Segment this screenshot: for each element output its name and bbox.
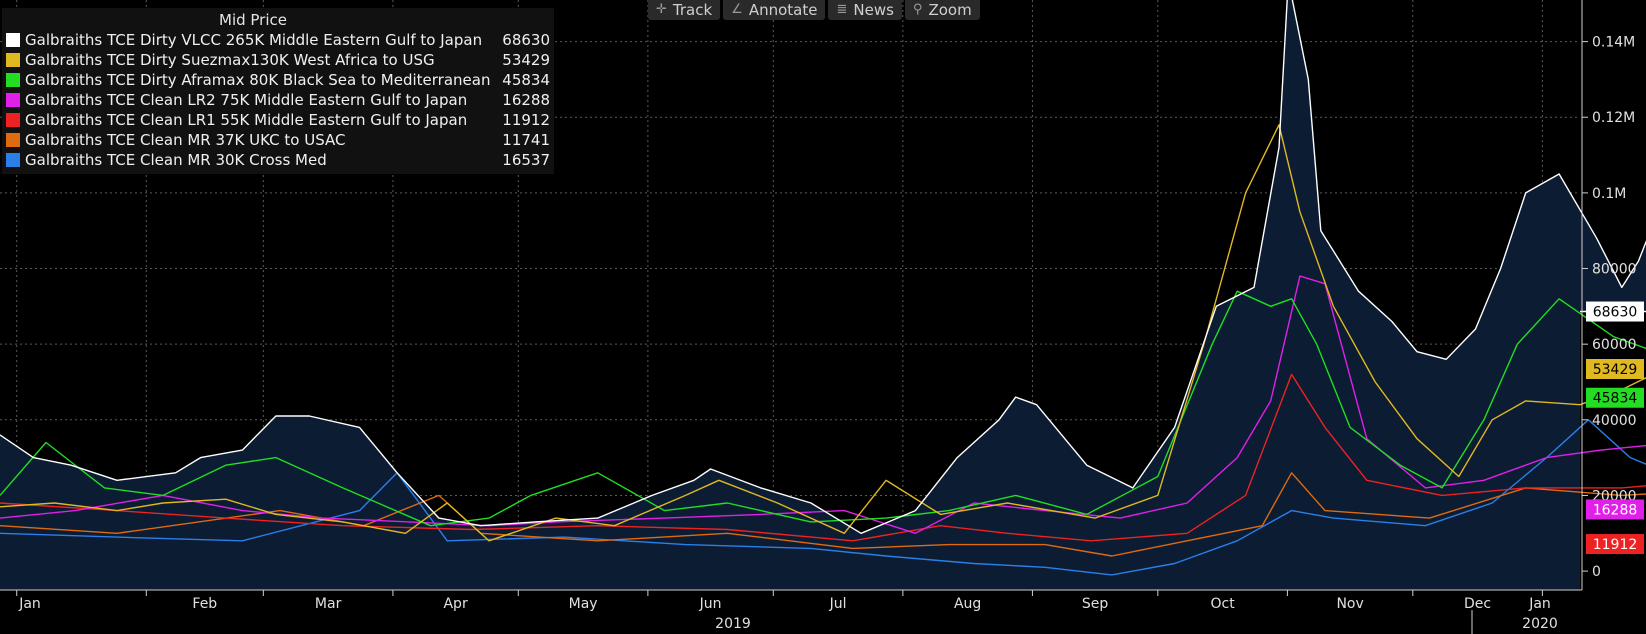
y-tick-label: 60000 — [1592, 337, 1637, 353]
legend-swatch — [6, 113, 20, 127]
legend-swatch — [6, 53, 20, 67]
last-value-tag — [1586, 387, 1644, 408]
series-line — [0, 0, 1646, 534]
x-tick-label: Apr — [443, 596, 467, 612]
legend-value: 16288 — [502, 91, 550, 109]
x-tick-label: Oct — [1211, 596, 1236, 612]
x-tick-label: Nov — [1336, 596, 1363, 612]
legend-swatch — [6, 73, 20, 87]
last-value-tag — [1586, 499, 1644, 520]
legend-row: Galbraiths TCE Dirty VLCC 265K Middle Ea… — [6, 30, 550, 50]
legend: Mid Price Galbraiths TCE Dirty VLCC 265K… — [2, 8, 554, 174]
legend-label: Galbraiths TCE Dirty VLCC 265K Middle Ea… — [25, 31, 483, 49]
legend-value: 16537 — [502, 151, 550, 169]
series-line — [0, 124, 1646, 542]
x-tick-label: Sep — [1082, 596, 1109, 612]
legend-title: Mid Price — [219, 11, 287, 29]
legend-value: 11741 — [502, 131, 550, 149]
x-tick-label: Aug — [954, 596, 981, 612]
y-tick-label: 0.1M — [1592, 186, 1626, 202]
series-area — [0, 0, 1646, 590]
legend-label: Galbraiths TCE Clean LR2 75K Middle East… — [25, 91, 468, 109]
x-tick-label: Jan — [18, 596, 41, 612]
y-tick-label: 0 — [1592, 564, 1601, 580]
legend-value: 11912 — [502, 111, 550, 129]
track-label: Track — [672, 1, 713, 19]
series-line — [0, 290, 1646, 527]
y-tick-label: 0.14M — [1592, 35, 1635, 51]
legend-label: Galbraiths TCE Dirty Aframax 80K Black S… — [25, 71, 491, 89]
legend-swatch — [6, 33, 20, 47]
y-tick-label: 40000 — [1592, 413, 1637, 429]
zoom-label: Zoom — [928, 1, 972, 19]
x-tick-label: Jan — [1528, 596, 1551, 612]
annotate-button[interactable]: ∠ Annotate — [723, 0, 826, 20]
legend-label: Galbraiths TCE Clean MR 30K Cross Med — [25, 151, 327, 169]
legend-row: Galbraiths TCE Dirty Aframax 80K Black S… — [6, 70, 550, 90]
x-tick-label: Dec — [1464, 596, 1491, 612]
legend-row: Galbraiths TCE Clean MR 30K Cross Med 165… — [6, 150, 550, 170]
magnifier-icon: ⚲ — [912, 2, 923, 17]
last-value-label: 11912 — [1593, 537, 1638, 553]
annotate-label: Annotate — [748, 1, 818, 19]
legend-row: Galbraiths TCE Clean MR 37K UKC to USAC 1… — [6, 130, 550, 150]
zoom-button[interactable]: ⚲ Zoom — [904, 0, 980, 20]
y-tick-label: 80000 — [1592, 262, 1637, 278]
last-value-tag — [1586, 301, 1644, 322]
last-value-label: 16288 — [1593, 502, 1638, 518]
x-tick-label: Feb — [192, 596, 217, 612]
last-value-tag — [1586, 359, 1644, 380]
legend-row: Galbraiths TCE Clean LR1 55K Middle East… — [6, 110, 550, 130]
news-label: News — [853, 1, 894, 19]
y-tick-label: 0.12M — [1592, 110, 1635, 126]
legend-value: 45834 — [502, 71, 550, 89]
legend-label: Galbraiths TCE Clean LR1 55K Middle East… — [25, 111, 468, 129]
legend-label: Galbraiths TCE Clean MR 37K UKC to USAC — [25, 131, 346, 149]
x-tick-label: Jul — [829, 596, 847, 612]
news-icon: ≣ — [836, 2, 848, 17]
news-button[interactable]: ≣ News — [828, 0, 902, 20]
legend-value: 53429 — [502, 51, 550, 69]
x-tick-label: May — [569, 596, 598, 612]
legend-swatch — [6, 93, 20, 107]
last-value-label: 68630 — [1593, 305, 1638, 321]
series-line — [0, 472, 1646, 557]
series-line — [0, 373, 1646, 542]
legend-swatch — [6, 153, 20, 167]
x-tick-label: Jun — [699, 596, 722, 612]
last-value-label: 45834 — [1593, 391, 1638, 407]
last-value-tag — [1586, 534, 1644, 555]
last-value-label: 53429 — [1593, 362, 1638, 378]
legend-label: Galbraiths TCE Dirty Suezmax130K West Af… — [25, 51, 435, 69]
series-line — [0, 419, 1646, 576]
crosshair-icon: ✛ — [656, 2, 667, 17]
legend-row: Galbraiths TCE Dirty Suezmax130K West Af… — [6, 50, 550, 70]
legend-swatch — [6, 133, 20, 147]
x-tick-label: Mar — [315, 596, 342, 612]
x-year-label: 2019 — [715, 616, 751, 632]
legend-value: 68630 — [502, 31, 550, 49]
x-year-label: 2020 — [1522, 616, 1558, 632]
chart-toolbar: ✛ Track ∠ Annotate ≣ News ⚲ Zoom — [648, 0, 980, 20]
pencil-icon: ∠ — [731, 2, 743, 17]
track-button[interactable]: ✛ Track — [648, 0, 721, 20]
legend-row: Galbraiths TCE Clean LR2 75K Middle East… — [6, 90, 550, 110]
